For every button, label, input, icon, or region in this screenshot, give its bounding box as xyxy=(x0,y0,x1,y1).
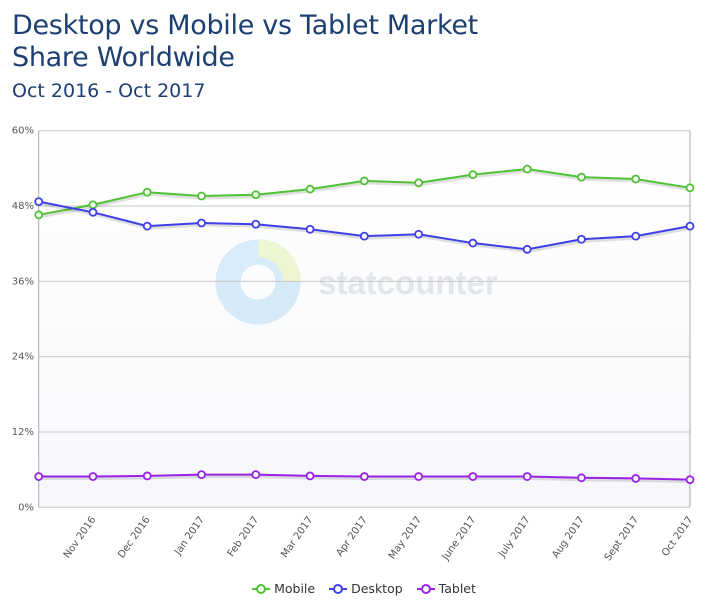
data-point-tablet xyxy=(305,471,315,481)
data-point-tablet xyxy=(414,472,424,481)
data-point-mobile xyxy=(34,210,44,220)
data-point-desktop xyxy=(88,207,98,217)
data-point-tablet xyxy=(34,472,44,481)
x-tick-label: Nov 2016 xyxy=(62,515,99,561)
data-point-mobile xyxy=(251,190,261,200)
data-point-tablet xyxy=(685,475,695,485)
data-point-tablet xyxy=(88,472,98,481)
data-point-tablet xyxy=(359,472,369,481)
data-point-tablet xyxy=(142,471,152,481)
x-tick-label: Aug 2017 xyxy=(550,515,587,561)
x-tick-label: June 2017 xyxy=(440,515,478,563)
x-tick-label: Jan 2017 xyxy=(172,515,207,558)
data-point-mobile xyxy=(88,200,98,210)
data-point-desktop xyxy=(34,197,44,207)
data-point-tablet xyxy=(522,472,532,481)
data-point-desktop xyxy=(305,224,315,234)
data-point-mobile xyxy=(522,164,532,174)
chart-title: Desktop vs Mobile vs Tablet Market Share… xyxy=(12,10,478,73)
data-point-mobile xyxy=(359,176,369,186)
data-point-tablet xyxy=(468,472,478,481)
x-tick-label: Sept 2017 xyxy=(603,515,641,563)
data-point-desktop xyxy=(414,229,424,239)
data-point-desktop xyxy=(468,238,478,248)
data-point-mobile xyxy=(414,178,424,188)
data-point-tablet xyxy=(251,470,261,480)
chart-subtitle: Oct 2016 - Oct 2017 xyxy=(12,80,206,102)
legend: Mobile Desktop Tablet xyxy=(0,581,728,596)
data-point-desktop xyxy=(359,231,369,241)
data-point-tablet xyxy=(577,473,586,483)
data-point-mobile xyxy=(142,187,152,197)
y-tick-label: 36% xyxy=(12,276,34,287)
data-point-mobile xyxy=(631,174,641,184)
legend-label: Desktop xyxy=(351,581,403,596)
y-tick-label: 60% xyxy=(12,126,34,137)
data-point-desktop xyxy=(522,244,532,254)
x-tick-label: Mar 2017 xyxy=(279,515,315,560)
data-point-desktop xyxy=(142,221,152,231)
x-tick-label: Oct 2017 xyxy=(660,515,695,559)
y-tick-label: 48% xyxy=(12,201,34,212)
legend-label: Tablet xyxy=(438,581,476,596)
plot-area xyxy=(38,130,690,508)
legend-item-mobile[interactable]: Mobile xyxy=(252,581,315,596)
data-point-mobile xyxy=(685,183,695,193)
x-tick-label: Dec 2016 xyxy=(116,515,153,561)
legend-item-tablet[interactable]: Tablet xyxy=(416,581,476,596)
data-point-tablet xyxy=(197,470,206,480)
data-point-mobile xyxy=(577,172,586,182)
x-tick-label: Apr 2017 xyxy=(334,515,369,559)
x-tick-label: May 2017 xyxy=(387,515,424,562)
data-point-tablet xyxy=(631,474,641,483)
data-point-desktop xyxy=(251,219,261,229)
watermark-logo: statcounter xyxy=(215,239,498,325)
data-point-desktop xyxy=(577,234,586,244)
data-point-desktop xyxy=(685,221,695,231)
data-point-desktop xyxy=(197,218,206,228)
legend-item-desktop[interactable]: Desktop xyxy=(329,581,403,596)
y-tick-label: 12% xyxy=(12,427,34,438)
data-point-mobile xyxy=(305,184,315,194)
data-point-mobile xyxy=(197,191,206,201)
y-tick-label: 0% xyxy=(18,502,34,513)
data-point-desktop xyxy=(631,231,641,241)
legend-label: Mobile xyxy=(274,581,316,596)
watermark-text: statcounter xyxy=(318,264,498,301)
y-tick-label: 24% xyxy=(12,352,34,363)
x-tick-label: Feb 2017 xyxy=(226,515,262,559)
data-point-mobile xyxy=(468,170,478,180)
x-tick-label: July 2017 xyxy=(496,515,532,560)
